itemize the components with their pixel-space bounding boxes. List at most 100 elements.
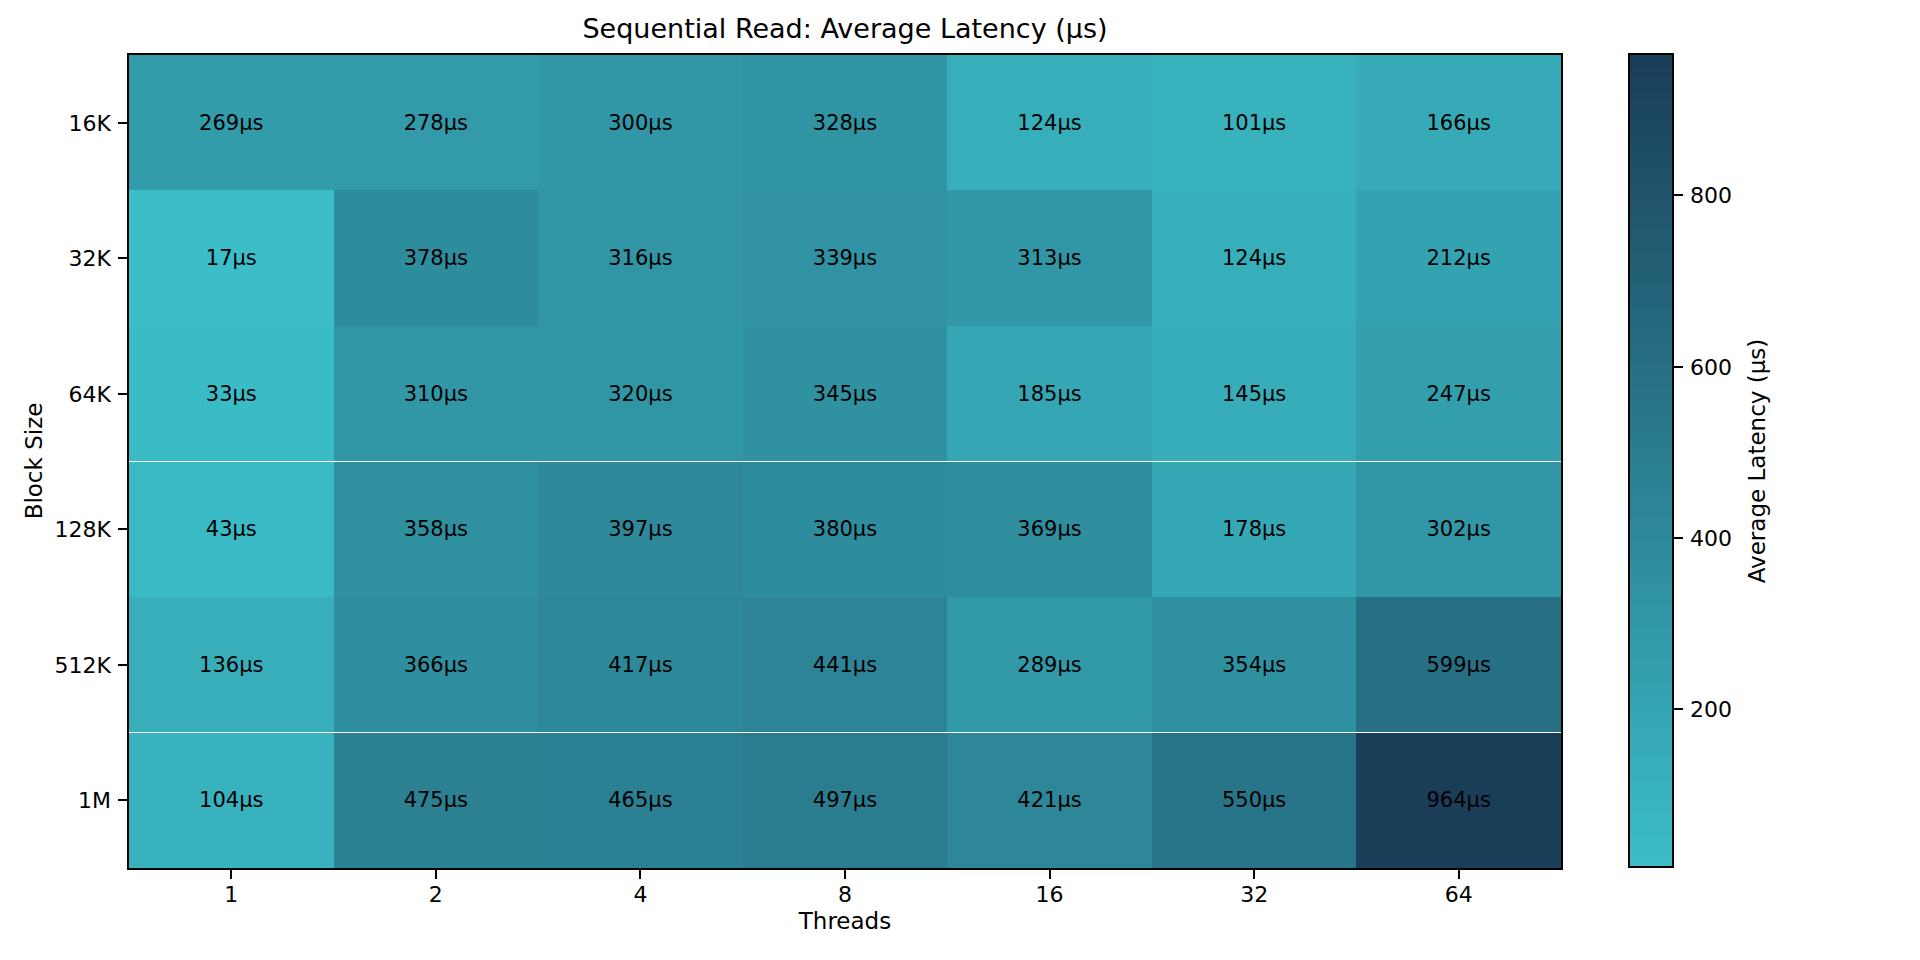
cell-value-label: 278μs [404,111,468,135]
cell-value-label: 178μs [1222,517,1286,541]
heatmap-cell: 104μs [129,733,334,868]
cell-value-label: 313μs [1017,246,1081,270]
cell-value-label: 328μs [813,111,877,135]
cell-value-label: 421μs [1017,788,1081,812]
heatmap-cell: 124μs [947,55,1152,190]
cell-value-label: 302μs [1427,517,1491,541]
heatmap-cell: 345μs [743,326,948,461]
heatmap-cell: 278μs [334,55,539,190]
colorbar [1628,53,1674,868]
x-tick-label: 16 [1036,882,1064,907]
x-axis-label: Threads [129,908,1561,934]
x-tick-label: 4 [633,882,647,907]
heatmap-cell: 185μs [947,326,1152,461]
cell-value-label: 101μs [1222,111,1286,135]
cell-value-label: 497μs [813,788,877,812]
heatmap-cell: 313μs [947,190,1152,325]
cell-value-label: 358μs [404,517,468,541]
heatmap-cell: 497μs [743,733,948,868]
cell-value-label: 465μs [608,788,672,812]
colorbar-tick-label: 200 [1690,697,1732,722]
colorbar-tick-mark [1674,366,1683,368]
heatmap-cell: 465μs [538,733,743,868]
heatmap-cell: 17μs [129,190,334,325]
cell-value-label: 397μs [608,517,672,541]
colorbar-tick-mark [1674,708,1683,710]
y-tick-label: 512K [55,652,111,677]
heatmap-cell: 300μs [538,55,743,190]
heatmap-cell: 247μs [1356,326,1561,461]
cell-value-label: 43μs [206,517,257,541]
heatmap-cell: 33μs [129,326,334,461]
colorbar-tick-mark [1674,537,1683,539]
heatmap-cell: 310μs [334,326,539,461]
y-tick-label: 16K [69,110,111,135]
y-tick-mark [118,122,127,124]
x-tick-mark [1458,870,1460,879]
cell-value-label: 166μs [1427,111,1491,135]
x-tick-mark [1049,870,1051,879]
cell-value-label: 145μs [1222,382,1286,406]
heatmap-cell: 316μs [538,190,743,325]
heatmap-plot-area: 269μs 278μs 300μs 328μs 124μs 101μs 166μs 17μs 3… [127,53,1563,870]
colorbar-tick-label: 800 [1690,183,1732,208]
cell-value-label: 300μs [608,111,672,135]
heatmap-cell: 417μs [538,597,743,732]
heatmap-cell: 354μs [1152,597,1357,732]
cell-value-label: 417μs [608,653,672,677]
cell-value-label: 289μs [1017,653,1081,677]
y-axis-label: Block Size [21,403,47,520]
cell-value-label: 354μs [1222,653,1286,677]
cell-value-label: 599μs [1427,653,1491,677]
heatmap-cell: 366μs [334,597,539,732]
cell-value-label: 136μs [199,653,263,677]
cell-value-label: 366μs [404,653,468,677]
y-tick-mark [118,393,127,395]
x-tick-mark [435,870,437,879]
cell-value-label: 124μs [1017,111,1081,135]
cell-value-label: 550μs [1222,788,1286,812]
heatmap-figure: Sequential Read: Average Latency (μs) 26… [0,0,1920,960]
heatmap-cell: 145μs [1152,326,1357,461]
heatmap-cell: 339μs [743,190,948,325]
heatmap-cell: 269μs [129,55,334,190]
cell-value-label: 124μs [1222,246,1286,270]
y-tick-mark [118,799,127,801]
heatmap-cell: 178μs [1152,462,1357,597]
x-tick-mark [639,870,641,879]
cell-value-label: 964μs [1427,788,1491,812]
heatmap-cell: 421μs [947,733,1152,868]
cell-value-label: 310μs [404,382,468,406]
heatmap-cell: 358μs [334,462,539,597]
colorbar-gradient [1630,55,1672,866]
heatmap-cell: 380μs [743,462,948,597]
x-tick-label: 64 [1445,882,1473,907]
heatmap-cell: 550μs [1152,733,1357,868]
y-tick-label: 1M [78,788,111,813]
cell-value-label: 33μs [206,382,257,406]
heatmap-cell: 166μs [1356,55,1561,190]
heatmap-cell: 101μs [1152,55,1357,190]
y-tick-mark [118,257,127,259]
cell-value-label: 185μs [1017,382,1081,406]
heatmap-cell: 378μs [334,190,539,325]
y-tick-mark [118,664,127,666]
heatmap-cell: 475μs [334,733,539,868]
x-tick-mark [230,870,232,879]
colorbar-tick-label: 600 [1690,354,1732,379]
x-tick-mark [844,870,846,879]
heatmap-cell: 369μs [947,462,1152,597]
cell-value-label: 378μs [404,246,468,270]
cell-value-label: 247μs [1427,382,1491,406]
cell-value-label: 320μs [608,382,672,406]
heatmap-cell: 328μs [743,55,948,190]
colorbar-tick-mark [1674,194,1683,196]
y-tick-label: 64K [69,381,111,406]
heatmap-cell: 964μs [1356,733,1561,868]
heatmap-cell: 289μs [947,597,1152,732]
y-tick-mark [118,528,127,530]
x-tick-label: 2 [429,882,443,907]
cell-value-label: 475μs [404,788,468,812]
heatmap-cells: 269μs 278μs 300μs 328μs 124μs 101μs 166μs 17μs 3… [129,55,1561,868]
x-tick-label: 8 [838,882,852,907]
